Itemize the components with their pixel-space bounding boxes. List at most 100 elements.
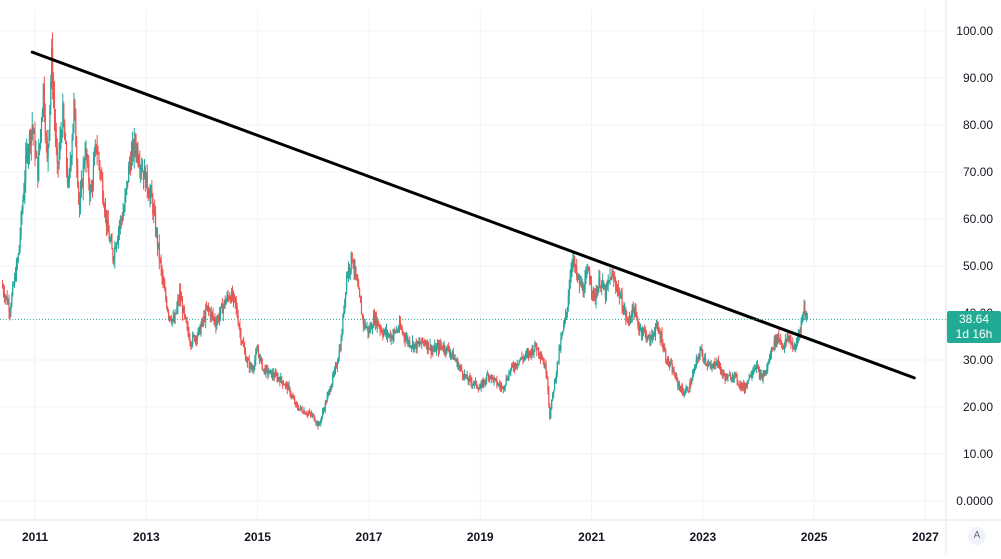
y-tick-label: 20.00 <box>963 400 993 414</box>
candle-body <box>10 306 12 313</box>
candle-body <box>425 344 428 348</box>
candle-body <box>721 373 723 375</box>
candle-body <box>609 277 611 281</box>
time-axis[interactable]: 2011 2013 2015 2017 2019 2021 2023 2025 2027 <box>22 530 939 544</box>
candle-body <box>580 281 582 288</box>
candle-body <box>258 354 261 361</box>
y-tick-label: 60.00 <box>963 212 993 226</box>
candle-body <box>439 343 441 347</box>
candle-body <box>554 380 557 381</box>
candle-body <box>275 373 277 375</box>
candle-body <box>184 314 186 318</box>
candle-body <box>734 373 736 375</box>
candle-body <box>320 416 323 422</box>
candle-body <box>775 335 777 346</box>
candle-body <box>83 163 85 165</box>
trendline[interactable] <box>30 50 916 380</box>
candle-body <box>181 301 184 313</box>
candle-body <box>441 345 443 349</box>
candle-body <box>473 383 475 385</box>
candle-body <box>716 362 718 365</box>
candle-body <box>282 384 285 386</box>
candle-body <box>459 366 461 368</box>
candle-body <box>637 318 639 326</box>
candle-body <box>462 375 465 378</box>
candle-body <box>291 395 293 397</box>
candle-body <box>702 352 704 358</box>
candle-body <box>720 369 722 374</box>
candle-body <box>65 140 67 144</box>
candle-body <box>167 311 170 317</box>
trendline-layer[interactable] <box>30 50 916 380</box>
candle-body <box>203 315 205 322</box>
candle-body <box>366 326 368 328</box>
candle-body <box>559 348 561 350</box>
candle-body <box>261 359 263 370</box>
candle-body <box>180 291 182 301</box>
candle-body <box>652 334 654 337</box>
price-axis[interactable]: 100.0090.0080.0070.0060.0050.0040.0030.0… <box>956 24 993 508</box>
candle-body <box>577 277 580 279</box>
candle-body <box>16 260 18 263</box>
candle-body <box>124 196 126 210</box>
candle-body <box>662 345 664 348</box>
candle-body <box>351 252 353 262</box>
candle-body <box>645 331 647 340</box>
candle-body <box>4 296 6 298</box>
candle-body <box>490 375 492 379</box>
candle-body <box>631 304 633 318</box>
candle-body <box>666 357 669 365</box>
candle-body <box>289 387 291 395</box>
candle-body <box>486 374 488 382</box>
candle-body <box>444 345 446 352</box>
candle-body <box>558 348 560 361</box>
candle-body <box>375 314 377 327</box>
candle-body <box>148 194 150 199</box>
candle-body <box>78 195 81 210</box>
candle-body <box>358 286 360 290</box>
candle-body <box>64 124 66 141</box>
candle-body <box>420 343 422 345</box>
candle-body <box>657 326 659 332</box>
candle-body <box>199 327 201 334</box>
candle-body <box>551 399 553 409</box>
candle-body <box>426 341 428 348</box>
candle-body <box>88 162 90 184</box>
candle-body <box>103 198 105 207</box>
candle-body <box>649 335 651 345</box>
candle-body <box>392 335 394 340</box>
candle-body <box>283 384 286 386</box>
candle-body <box>218 316 220 320</box>
candle-body <box>23 192 25 201</box>
candle-body <box>248 359 250 368</box>
auto-scale-button[interactable]: A <box>968 527 986 545</box>
candle-body <box>805 316 808 318</box>
candle-body <box>49 105 51 131</box>
candle-body <box>376 320 378 327</box>
candle-body <box>768 363 770 365</box>
candle-body <box>58 152 60 164</box>
candle-body <box>338 349 340 359</box>
candle-body <box>372 316 375 328</box>
candle-body <box>360 302 363 315</box>
candle-body <box>534 342 536 351</box>
candle-body <box>126 181 128 190</box>
candle-body <box>478 388 480 390</box>
candle-body <box>776 335 778 343</box>
candle-body <box>159 259 161 261</box>
candle-body <box>137 148 139 162</box>
candle-body <box>341 332 343 339</box>
candle-body <box>242 342 244 344</box>
candle-body <box>582 284 584 295</box>
candle-body <box>359 289 361 297</box>
candle-body <box>438 343 440 351</box>
candle-body <box>141 170 144 172</box>
candle-body <box>690 382 692 385</box>
candle-body <box>475 381 478 387</box>
candle-body <box>393 330 395 336</box>
candle-body <box>317 421 319 427</box>
candle-body <box>423 341 426 344</box>
candle-body <box>96 149 98 154</box>
